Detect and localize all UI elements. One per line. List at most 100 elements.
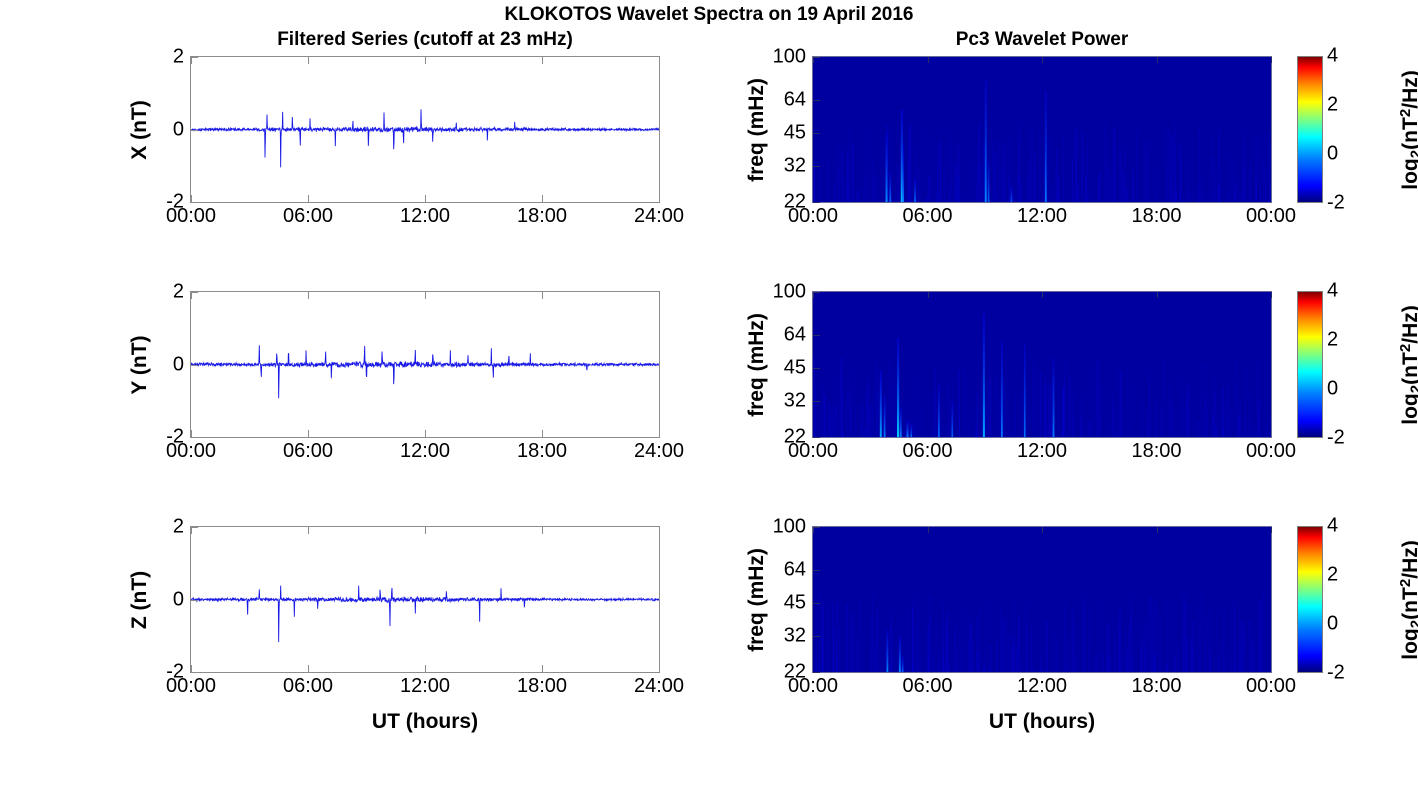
x-tick-mark [1271,292,1272,298]
colorbar-label-X-power: log2(nT2/Hz) [1397,69,1418,190]
x-tick-mark [542,665,543,672]
ylabel-Z: Z (nT) [128,570,151,629]
colorbar-X-power [1297,56,1323,203]
y-tick-mark [191,129,198,131]
freq-tick-label: 64 [783,88,806,111]
x-tick-mark [1156,527,1158,533]
timeseries-trace-Z [191,585,659,643]
y-tick-mark [191,57,198,58]
x-tick-mark [927,292,929,298]
freq-tick-label: 45 [783,591,806,614]
x-tick-mark [1042,57,1043,63]
freq-tick-mark [813,672,820,673]
x-tick-label: 06:00 [902,675,953,697]
freq-tick-mark [813,133,820,135]
timeseries-axes-Z [190,526,660,673]
x-tick-mark [927,57,929,63]
colorbar-tick-label: 4 [1327,514,1339,537]
heatmap-axes-Y-power [812,291,1272,438]
x-tick-mark [425,195,426,202]
freq-tick-mark [813,334,820,336]
heatmap-axes-X-power [812,56,1272,203]
x-tick-mark [659,292,660,299]
x-tick-label: 18:00 [516,440,568,462]
freq-tick-label: 45 [783,356,806,379]
y-tick-mark [191,599,198,601]
x-tick-mark [425,527,426,534]
colorbar-tick-label: 2 [1327,328,1339,351]
freq-tick-mark [813,636,820,638]
colorbar-tick-label: 0 [1327,612,1339,635]
x-tick-label: 18:00 [1131,675,1182,697]
colorbar-tick-label: 4 [1327,279,1339,302]
colorbar-label-Z-power: log2(nT2/Hz) [1397,539,1418,660]
x-tick-mark [542,430,543,437]
x-tick-mark [1271,57,1272,63]
freq-tick-label: 32 [783,624,806,647]
x-tick-mark [191,292,192,299]
x-tick-mark [425,57,426,64]
y-tick-label: -2 [166,190,184,213]
freq-tick-mark [813,401,820,403]
x-tick-mark [1156,57,1158,63]
x-tick-mark [308,665,309,672]
x-tick-mark [659,527,660,534]
x-tick-label: 24:00 [633,675,685,697]
colorbar-tick-label: -2 [1327,426,1345,449]
x-tick-mark [542,527,543,534]
x-tick-label: 12:00 [399,675,451,697]
x-tick-label: 24:00 [633,440,685,462]
x-tick-label: 00:00 [787,205,839,227]
heatmap-image-Z-power [813,527,1271,672]
x-tick-mark [1156,292,1158,298]
y-tick-mark [191,364,198,366]
x-tick-mark [542,57,543,64]
x-tick-label: 12:00 [1016,675,1068,697]
x-tick-mark [659,430,660,437]
x-tick-label: 06:00 [282,205,334,227]
x-tick-label: 24:00 [633,205,685,227]
freq-tick-mark [813,603,820,605]
y-tick-mark [191,292,198,293]
y-tick-mark [191,672,198,673]
x-tick-mark [813,57,814,63]
x-tick-mark [308,292,309,299]
colorbar-tick-label: -2 [1327,661,1345,684]
freq-tick-label: 22 [783,425,806,448]
x-tick-mark [308,195,309,202]
x-tick-label: 12:00 [399,205,451,227]
freq-tick-label: 100 [772,45,806,68]
timeseries-axes-Y [190,291,660,438]
heatmap-image-X-power [813,57,1271,202]
x-tick-mark [542,292,543,299]
x-tick-label: 18:00 [1131,205,1182,227]
x-tick-mark [1042,527,1043,533]
x-tick-mark [191,527,192,534]
x-tick-label: 00:00 [1245,675,1297,697]
colorbar-tick-label: 4 [1327,44,1339,67]
y-tick-label: 0 [172,588,184,610]
y-tick-label: -2 [166,425,184,448]
y-tick-label: 0 [172,353,184,375]
freq-tick-mark [813,569,820,571]
x-tick-mark [191,665,192,672]
y-tick-mark [191,202,198,203]
x-tick-label: 18:00 [516,675,568,697]
y-tick-label: 2 [172,515,184,538]
x-tick-label: 06:00 [282,440,334,462]
freq-ylabel-X-power: freq (mHz) [745,77,768,182]
x-tick-mark [659,665,660,672]
freq-tick-label: 22 [783,190,806,213]
x-tick-label: 18:00 [516,205,568,227]
x-tick-mark [659,57,660,64]
x-tick-label: 00:00 [787,440,839,462]
x-tick-mark [813,292,814,298]
y-tick-label: 2 [172,280,184,303]
freq-tick-label: 32 [783,154,806,177]
colorbar-tick-label: 2 [1327,93,1339,116]
y-tick-mark [191,437,198,438]
freq-tick-label: 45 [783,121,806,144]
right-xlabel: UT (hours) [988,710,1096,733]
y-tick-label: 0 [172,118,184,140]
